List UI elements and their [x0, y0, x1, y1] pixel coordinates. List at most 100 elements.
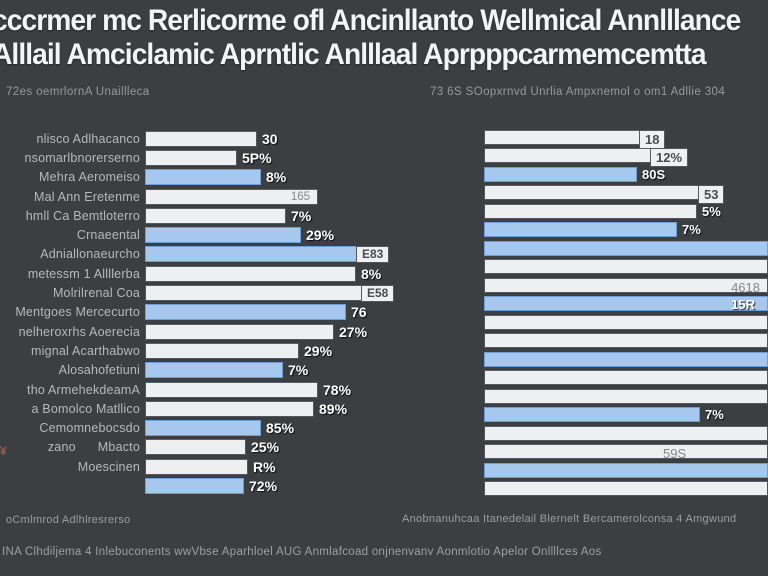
- bar: [145, 169, 261, 186]
- bar-value: 27%: [339, 323, 368, 340]
- row-label: nlisco Adlhacanco: [36, 131, 140, 146]
- bar-row: nelheroxrhs Aoerecia 27%: [0, 322, 768, 341]
- bar: 59S: [484, 444, 768, 462]
- row-label: Cemomnebocsdo: [39, 421, 140, 436]
- bar-row: 5%: [484, 202, 768, 221]
- bar-row: [484, 350, 768, 369]
- bar-value: 89%: [319, 400, 348, 417]
- left-bar-chart: nlisco Adlhacanco 30 nsomarlbnorerserno 5P%…: [0, 129, 768, 496]
- row-label: Mal Ann Eretenme: [33, 189, 140, 204]
- bar-row: hmll Ca Bemtloterro 7%: [0, 206, 768, 225]
- bar-row: nsomarlbnorerserno 5P%: [0, 148, 768, 167]
- bar: [484, 240, 768, 256]
- row-label: Alosahofetiuni: [58, 363, 140, 378]
- bar: [484, 351, 768, 367]
- bar-value: E83: [356, 246, 390, 264]
- right-chart-footer: Anobnanuhcaa Itanedelail Blernelt Bercam…: [402, 513, 737, 525]
- bar-value: 7%: [288, 362, 309, 379]
- bar-value: 18: [639, 129, 666, 149]
- bar: [484, 425, 768, 441]
- bar-value: 59S: [663, 446, 687, 462]
- bar-row: tho ArmehekdeamA 78%: [0, 380, 768, 399]
- row-label: tho ArmehekdeamA: [27, 382, 140, 397]
- bar: [145, 362, 283, 379]
- row-label: mignal Acarthabwo: [30, 343, 140, 358]
- row-label: Crnaeental: [76, 228, 140, 243]
- bar-value: E58: [361, 285, 395, 303]
- row-label: metessm 1 Allllerba: [27, 266, 140, 281]
- bar-row: [484, 239, 768, 258]
- bar-value: 7%: [682, 222, 701, 238]
- bar: [484, 314, 768, 330]
- bar: [145, 285, 363, 302]
- bar-value: 8%: [361, 265, 382, 282]
- bar-value: 85%: [266, 420, 295, 437]
- bottom-caption: INA Clhdiljema 4 Inlebuconents wwVbse Ap…: [2, 546, 602, 558]
- bar-row: [484, 369, 768, 388]
- bar-row: 15R: [484, 295, 768, 314]
- row-label: Mehra Aeromeiso: [39, 170, 140, 185]
- bar: [145, 381, 318, 398]
- bar: [145, 227, 301, 244]
- bar-row: nlisco Adlhacanco 30: [0, 129, 768, 148]
- left-chart-footer: oCmlmrod Adlhlresrerso: [6, 514, 131, 526]
- bar-row: 4618: [484, 276, 768, 295]
- bar: [145, 246, 358, 263]
- row-label: Molrilrenal Coa: [52, 286, 140, 301]
- main-title: cccrmer mc Rerlicorme ofl Ancinllanto We…: [0, 4, 768, 72]
- bar-row: 80S: [484, 165, 768, 184]
- bar: [484, 222, 677, 238]
- right-chart-subtitle: 73 6S SOopxrnvd Unrlia Ampxnemol o om1 A…: [430, 86, 726, 98]
- bar: [484, 259, 768, 275]
- bar-row: mignal Acarthabwo 29%: [0, 341, 768, 360]
- bar-value: 76: [351, 304, 367, 321]
- bar: [145, 477, 244, 494]
- row-label: Adniallonaeurcho: [40, 247, 140, 262]
- bar: [484, 129, 641, 145]
- bar-row: [484, 424, 768, 443]
- bar-row: zano Mbacto 25%: [0, 438, 768, 457]
- bar-row: 7%: [484, 221, 768, 240]
- bar: [484, 388, 768, 404]
- row-label: Mentgoes Mercecurto: [15, 305, 140, 320]
- bar-row: Cemomnebocsdo 85%: [0, 418, 768, 437]
- bar-row: [484, 258, 768, 277]
- bar-row: 12%: [484, 147, 768, 168]
- row-label: nsomarlbnorerserno: [24, 150, 140, 165]
- bar: 4618: [484, 277, 768, 295]
- bar-row: Mal Ann Eretenme 165: [0, 187, 768, 206]
- bar-row: Moescinen R%: [0, 457, 768, 476]
- row-label: nelheroxrhs Aoerecia: [18, 324, 140, 339]
- bar-value: 30: [262, 130, 278, 147]
- bar-value: 53: [698, 185, 725, 205]
- bar: [145, 304, 346, 321]
- bar: [145, 265, 356, 282]
- artifact-mark: ¥: [0, 444, 7, 458]
- bar-row: Alosahofetiuni 7%: [0, 361, 768, 380]
- bar-row: [484, 313, 768, 332]
- bar-row: 59S: [484, 443, 768, 462]
- bar: [484, 407, 700, 423]
- bar-value: 29%: [304, 342, 333, 359]
- bar-row: Mentgoes Mercecurto 76: [0, 303, 768, 322]
- row-label: zano Mbacto: [47, 440, 140, 455]
- bar-row: 72%: [0, 476, 768, 495]
- bar-row: Adniallonaeurcho E83: [0, 245, 768, 264]
- bar: [484, 370, 768, 386]
- row-label: a Bomolco Matllico: [31, 401, 140, 416]
- bar-value: 29%: [306, 227, 335, 244]
- bar: [145, 323, 334, 340]
- bar-value: 4618: [731, 279, 760, 295]
- bar: 165: [145, 188, 318, 205]
- bar-value: 5P%: [242, 149, 272, 166]
- bar-value: 8%: [266, 169, 287, 186]
- bar-value: 7%: [705, 407, 724, 423]
- left-chart-subtitle: 72es oemrlornA Unaillleca: [6, 86, 150, 98]
- bar-value: 5%: [702, 203, 721, 219]
- bar: 15R: [484, 296, 768, 312]
- bar: [145, 420, 261, 437]
- bar-value: R%: [253, 458, 276, 475]
- bar-value: 12%: [650, 148, 689, 168]
- bar: [145, 400, 314, 417]
